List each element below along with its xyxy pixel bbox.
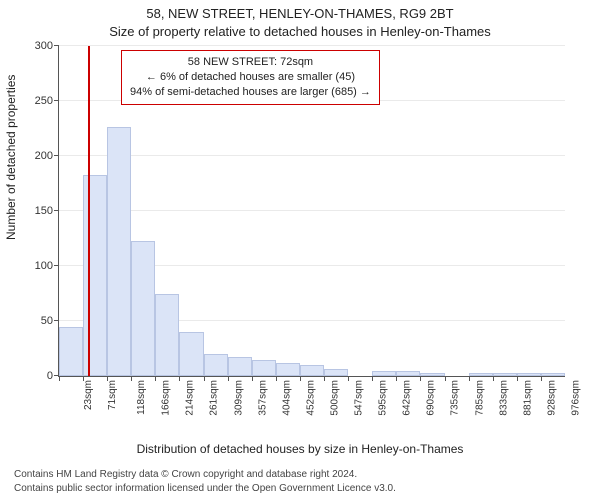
x-tick-mark	[228, 376, 229, 381]
x-tick-mark	[517, 376, 518, 381]
plot-area: 05010015020025030023sqm71sqm118sqm166sqm…	[58, 46, 565, 377]
gridline	[59, 210, 565, 211]
x-tick-mark	[469, 376, 470, 381]
x-tick-label: 452sqm	[305, 380, 316, 416]
credit-line-1: Contains HM Land Registry data © Crown c…	[14, 469, 357, 480]
x-tick-mark	[300, 376, 301, 381]
x-tick-label: 23sqm	[83, 380, 94, 410]
x-tick-mark	[276, 376, 277, 381]
y-tick-label: 200	[13, 150, 59, 162]
x-tick-mark	[372, 376, 373, 381]
y-tick-mark	[54, 45, 59, 46]
x-tick-label: 595sqm	[378, 380, 389, 416]
y-tick-mark	[54, 265, 59, 266]
y-tick-mark	[54, 210, 59, 211]
histogram-bar	[107, 127, 131, 376]
y-tick-label: 50	[13, 315, 59, 327]
x-tick-mark	[131, 376, 132, 381]
x-tick-label: 690sqm	[426, 380, 437, 416]
x-tick-mark	[107, 376, 108, 381]
histogram-bar	[131, 241, 155, 376]
x-tick-label: 785sqm	[474, 380, 485, 416]
histogram-bar	[276, 363, 300, 376]
x-tick-label: 642sqm	[402, 380, 413, 416]
x-tick-mark	[493, 376, 494, 381]
x-tick-label: 261sqm	[209, 380, 220, 416]
x-tick-mark	[348, 376, 349, 381]
x-tick-label: 166sqm	[161, 380, 172, 416]
x-tick-label: 118sqm	[136, 380, 147, 415]
y-tick-label: 250	[13, 95, 59, 107]
x-tick-label: 309sqm	[233, 380, 244, 416]
histogram-bar	[204, 354, 228, 376]
credit-line-2: Contains public sector information licen…	[14, 483, 396, 494]
y-tick-label: 300	[13, 40, 59, 52]
y-tick-label: 100	[13, 260, 59, 272]
histogram-bar	[59, 327, 83, 377]
gridline	[59, 155, 565, 156]
x-tick-label: 976sqm	[570, 380, 581, 416]
histogram-bar	[541, 373, 565, 376]
x-tick-mark	[155, 376, 156, 381]
histogram-bar	[493, 373, 517, 376]
y-tick-label: 150	[13, 205, 59, 217]
chart-subtitle: Size of property relative to detached ho…	[0, 24, 600, 39]
x-tick-mark	[59, 376, 60, 381]
histogram-bar	[324, 369, 348, 376]
x-tick-mark	[204, 376, 205, 381]
x-tick-mark	[420, 376, 421, 381]
histogram-bar	[155, 294, 179, 377]
x-tick-label: 547sqm	[354, 380, 365, 416]
property-marker-line	[88, 46, 90, 376]
histogram-bar	[469, 373, 493, 376]
x-tick-label: 881sqm	[522, 380, 533, 416]
x-tick-label: 928sqm	[546, 380, 557, 416]
x-tick-mark	[179, 376, 180, 381]
x-tick-label: 214sqm	[185, 380, 196, 416]
x-tick-label: 735sqm	[450, 380, 461, 416]
x-tick-mark	[445, 376, 446, 381]
x-tick-mark	[324, 376, 325, 381]
histogram-bar	[396, 371, 420, 377]
x-tick-mark	[83, 376, 84, 381]
x-tick-label: 833sqm	[498, 380, 509, 416]
callout-line-1: 58 NEW STREET: 72sqm	[130, 55, 371, 70]
x-tick-label: 357sqm	[257, 380, 268, 416]
y-tick-label: 0	[13, 370, 59, 382]
y-tick-mark	[54, 320, 59, 321]
x-axis-label: Distribution of detached houses by size …	[0, 442, 600, 456]
histogram-bar	[372, 371, 396, 377]
callout-line-3: 94% of semi-detached houses are larger (…	[130, 85, 371, 100]
histogram-bar	[300, 365, 324, 376]
x-tick-mark	[252, 376, 253, 381]
x-tick-mark	[396, 376, 397, 381]
y-tick-mark	[54, 100, 59, 101]
chart-title-address: 58, NEW STREET, HENLEY-ON-THAMES, RG9 2B…	[0, 6, 600, 21]
x-tick-mark	[541, 376, 542, 381]
histogram-bar	[420, 373, 444, 376]
histogram-bar	[252, 360, 276, 377]
y-tick-mark	[54, 155, 59, 156]
x-tick-label: 404sqm	[281, 380, 292, 416]
x-tick-label: 71sqm	[107, 380, 118, 410]
histogram-bar	[179, 332, 203, 376]
x-tick-label: 500sqm	[330, 380, 341, 416]
callout-box: 58 NEW STREET: 72sqm ← 6% of detached ho…	[121, 50, 380, 105]
callout-line-2: ← 6% of detached houses are smaller (45)	[130, 70, 371, 85]
gridline	[59, 45, 565, 46]
histogram-bar	[517, 373, 541, 376]
histogram-bar	[83, 175, 107, 376]
histogram-bar	[228, 357, 252, 376]
